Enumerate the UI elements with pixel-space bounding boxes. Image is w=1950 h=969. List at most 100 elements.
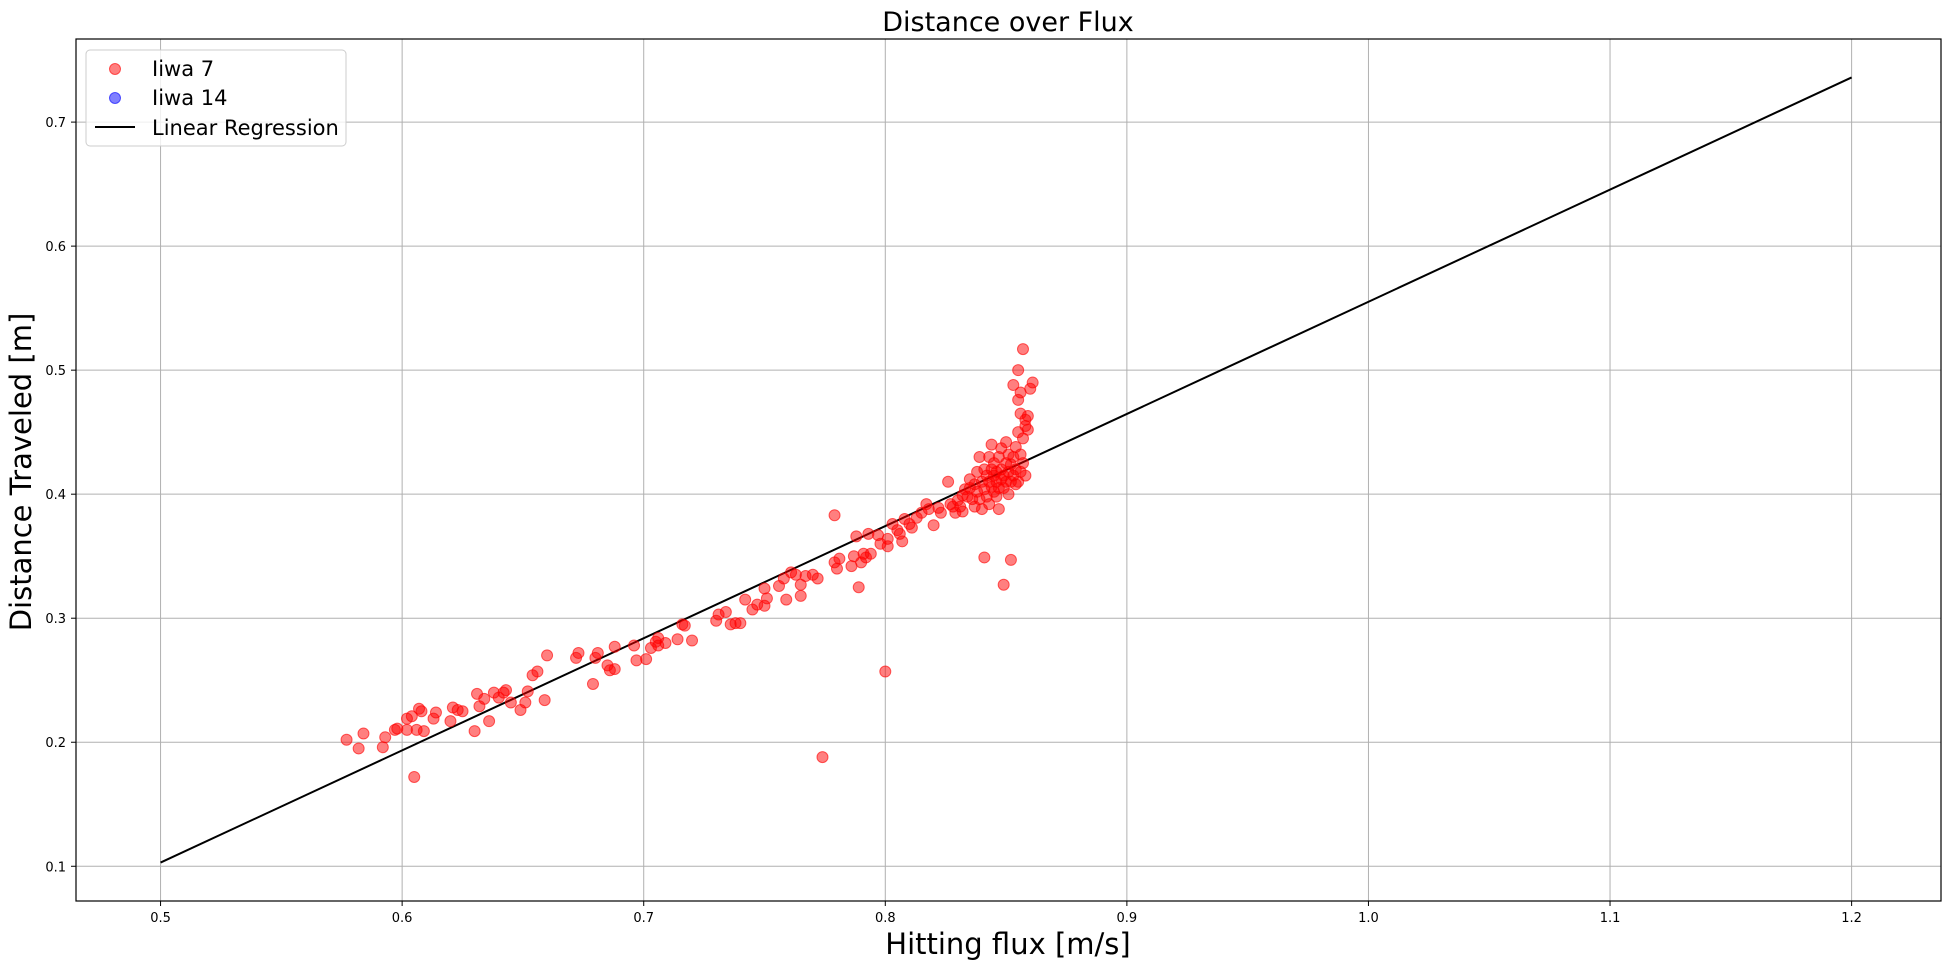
data-point	[1012, 364, 1025, 377]
x-tick-label: 1.1	[1600, 911, 1621, 926]
data-point	[519, 696, 532, 709]
y-tick-label: 0.5	[45, 364, 66, 379]
data-point	[934, 506, 947, 519]
data-point	[628, 639, 641, 652]
x-tick-label: 1.0	[1358, 911, 1379, 926]
x-tick-label: 0.8	[875, 911, 896, 926]
data-point	[780, 593, 793, 606]
data-point	[879, 665, 892, 678]
data-point	[415, 705, 428, 718]
data-point	[541, 649, 554, 662]
ticks: 0.5 0.6 0.7 0.8 0.9 1.0 1.1 1.2 0.1 0.2 0.3 0.4 0.5 0…	[45, 116, 1862, 926]
data-point	[538, 694, 551, 707]
data-point	[608, 640, 621, 653]
y-tick-label: 0.2	[45, 736, 66, 751]
data-point	[500, 684, 513, 697]
data-point	[608, 663, 621, 676]
data-point	[896, 535, 909, 548]
data-point	[379, 731, 392, 744]
y-tick-label: 0.7	[45, 116, 66, 131]
legend: Iiwa 7 Iiwa 14 Linear Regression	[85, 49, 347, 147]
legend-box	[85, 49, 347, 147]
data-point	[504, 696, 517, 709]
data-point	[719, 606, 732, 619]
legend-marker-iiwa7	[109, 63, 121, 75]
data-point	[586, 677, 599, 690]
data-point	[478, 692, 491, 705]
data-point	[686, 634, 699, 647]
y-tick-label: 0.4	[45, 488, 66, 503]
data-point	[739, 593, 752, 606]
data-point	[881, 532, 894, 545]
chart-title: Distance over Flux	[882, 7, 1134, 38]
data-point	[678, 619, 691, 632]
data-point	[942, 475, 955, 488]
data-point	[992, 503, 1005, 516]
data-point	[983, 498, 996, 511]
y-tick-label: 0.3	[45, 612, 66, 627]
data-point	[830, 562, 843, 575]
data-point	[468, 725, 481, 738]
data-point	[640, 653, 653, 666]
x-tick-label: 0.6	[392, 911, 413, 926]
legend-marker-iiwa14	[109, 92, 121, 104]
data-point	[758, 582, 771, 595]
data-point	[811, 572, 824, 585]
data-point	[1019, 469, 1032, 482]
data-point	[1021, 410, 1034, 423]
data-point	[760, 592, 773, 605]
data-point	[1000, 436, 1013, 449]
data-point	[1007, 379, 1020, 392]
data-point	[417, 725, 430, 738]
x-tick-label: 1.2	[1841, 911, 1862, 926]
x-tick-label: 0.9	[1117, 911, 1138, 926]
x-tick-label: 0.7	[633, 911, 654, 926]
data-point	[734, 617, 747, 630]
y-tick-label: 0.6	[45, 240, 66, 255]
data-point	[828, 509, 841, 522]
grid	[76, 39, 1941, 901]
data-point	[444, 715, 457, 728]
data-point	[352, 742, 365, 755]
data-point	[456, 705, 469, 718]
data-point	[816, 751, 829, 764]
data-point	[978, 551, 991, 564]
data-point	[408, 770, 421, 783]
data-point	[956, 505, 969, 518]
data-point	[376, 741, 389, 754]
data-point	[864, 547, 877, 560]
data-point	[483, 715, 496, 728]
data-point	[905, 521, 918, 534]
data-point	[927, 519, 940, 532]
data-point	[659, 637, 672, 650]
x-tick-label: 0.5	[150, 911, 171, 926]
y-tick-label: 0.1	[45, 860, 66, 875]
data-point	[357, 727, 370, 740]
data-point	[1004, 553, 1017, 566]
legend-label-iiwa7: Iiwa 7	[152, 57, 214, 81]
data-point	[405, 710, 418, 723]
data-point	[572, 646, 585, 659]
data-point	[997, 578, 1010, 591]
data-point	[521, 685, 534, 698]
data-point	[1026, 376, 1039, 389]
data-point	[591, 646, 604, 659]
data-point	[429, 706, 442, 719]
data-point	[1016, 343, 1029, 356]
data-point	[1016, 457, 1029, 470]
x-axis-label: Hitting flux [m/s]	[885, 927, 1130, 961]
data-point	[531, 665, 544, 678]
data-point	[852, 581, 865, 594]
legend-label-iiwa14: Iiwa 14	[152, 86, 227, 110]
data-point	[1021, 423, 1034, 436]
data-point	[340, 733, 353, 746]
data-point	[671, 633, 684, 646]
data-point	[850, 530, 863, 543]
legend-label-regression: Linear Regression	[152, 116, 339, 140]
data-point	[833, 552, 846, 565]
data-point	[1002, 488, 1015, 501]
y-axis-label: Distance Traveled [m]	[4, 313, 38, 632]
data-point	[794, 589, 807, 602]
points-layer	[340, 343, 1039, 783]
